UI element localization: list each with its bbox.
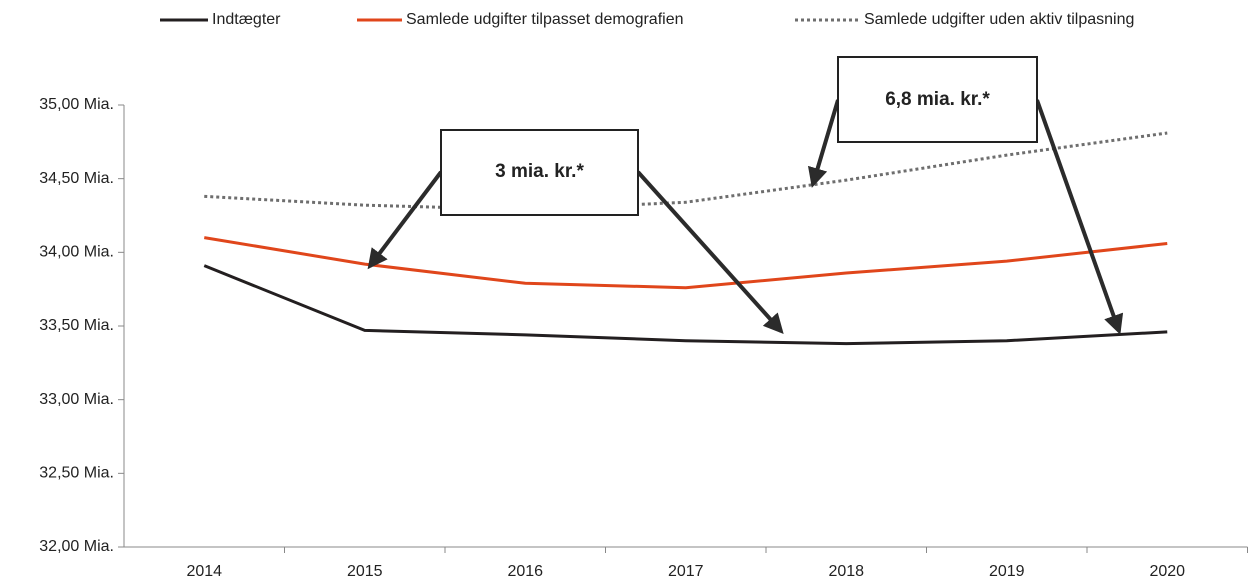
x-tick-label: 2014 [186,563,222,580]
arrow [1035,99,1124,335]
y-tick-label: 32,50 Mia. [39,465,114,482]
annotation-box [440,129,639,216]
legend-label: Indtægter [212,11,281,28]
x-tick-label: 2016 [507,563,543,580]
plot: 32,00 Mia. 32,50 Mia. 33,00 Mia. 33,50 Mia.… [39,11,1248,580]
y-tick-label: 32,00 Mia. [39,538,114,555]
annotation-box [837,56,1038,143]
series-line [204,236,1168,290]
annotation: 6,8 mia. kr.* [885,89,990,110]
x-tick-label: 2018 [828,563,864,580]
x-tick-label: 2015 [347,563,383,580]
annotation: 3 mia. kr.* [495,161,584,182]
annotations: 3 mia. kr.* 6,8 mia. kr.* [367,56,1124,335]
x-tick-label: 2017 [668,563,704,580]
legend-label: Samlede udgifter uden aktiv tilpasning [864,11,1134,28]
y-tick-label: 34,00 Mia. [39,244,114,261]
y-tick-label: 35,00 Mia. [39,96,114,113]
y-tick-label: 34,50 Mia. [39,170,114,187]
y-tick-label: 33,50 Mia. [39,317,114,334]
series-line [204,131,1168,212]
x-tick-label: 2019 [989,563,1025,580]
arrow [807,99,840,188]
legend-label: Samlede udgifter tilpasset demografien [406,11,684,28]
arrow [367,170,443,270]
arrow [636,170,784,334]
x-tick-label: 2020 [1149,563,1185,580]
y-tick-label: 33,00 Mia. [39,391,114,408]
series-line [203,264,1168,346]
